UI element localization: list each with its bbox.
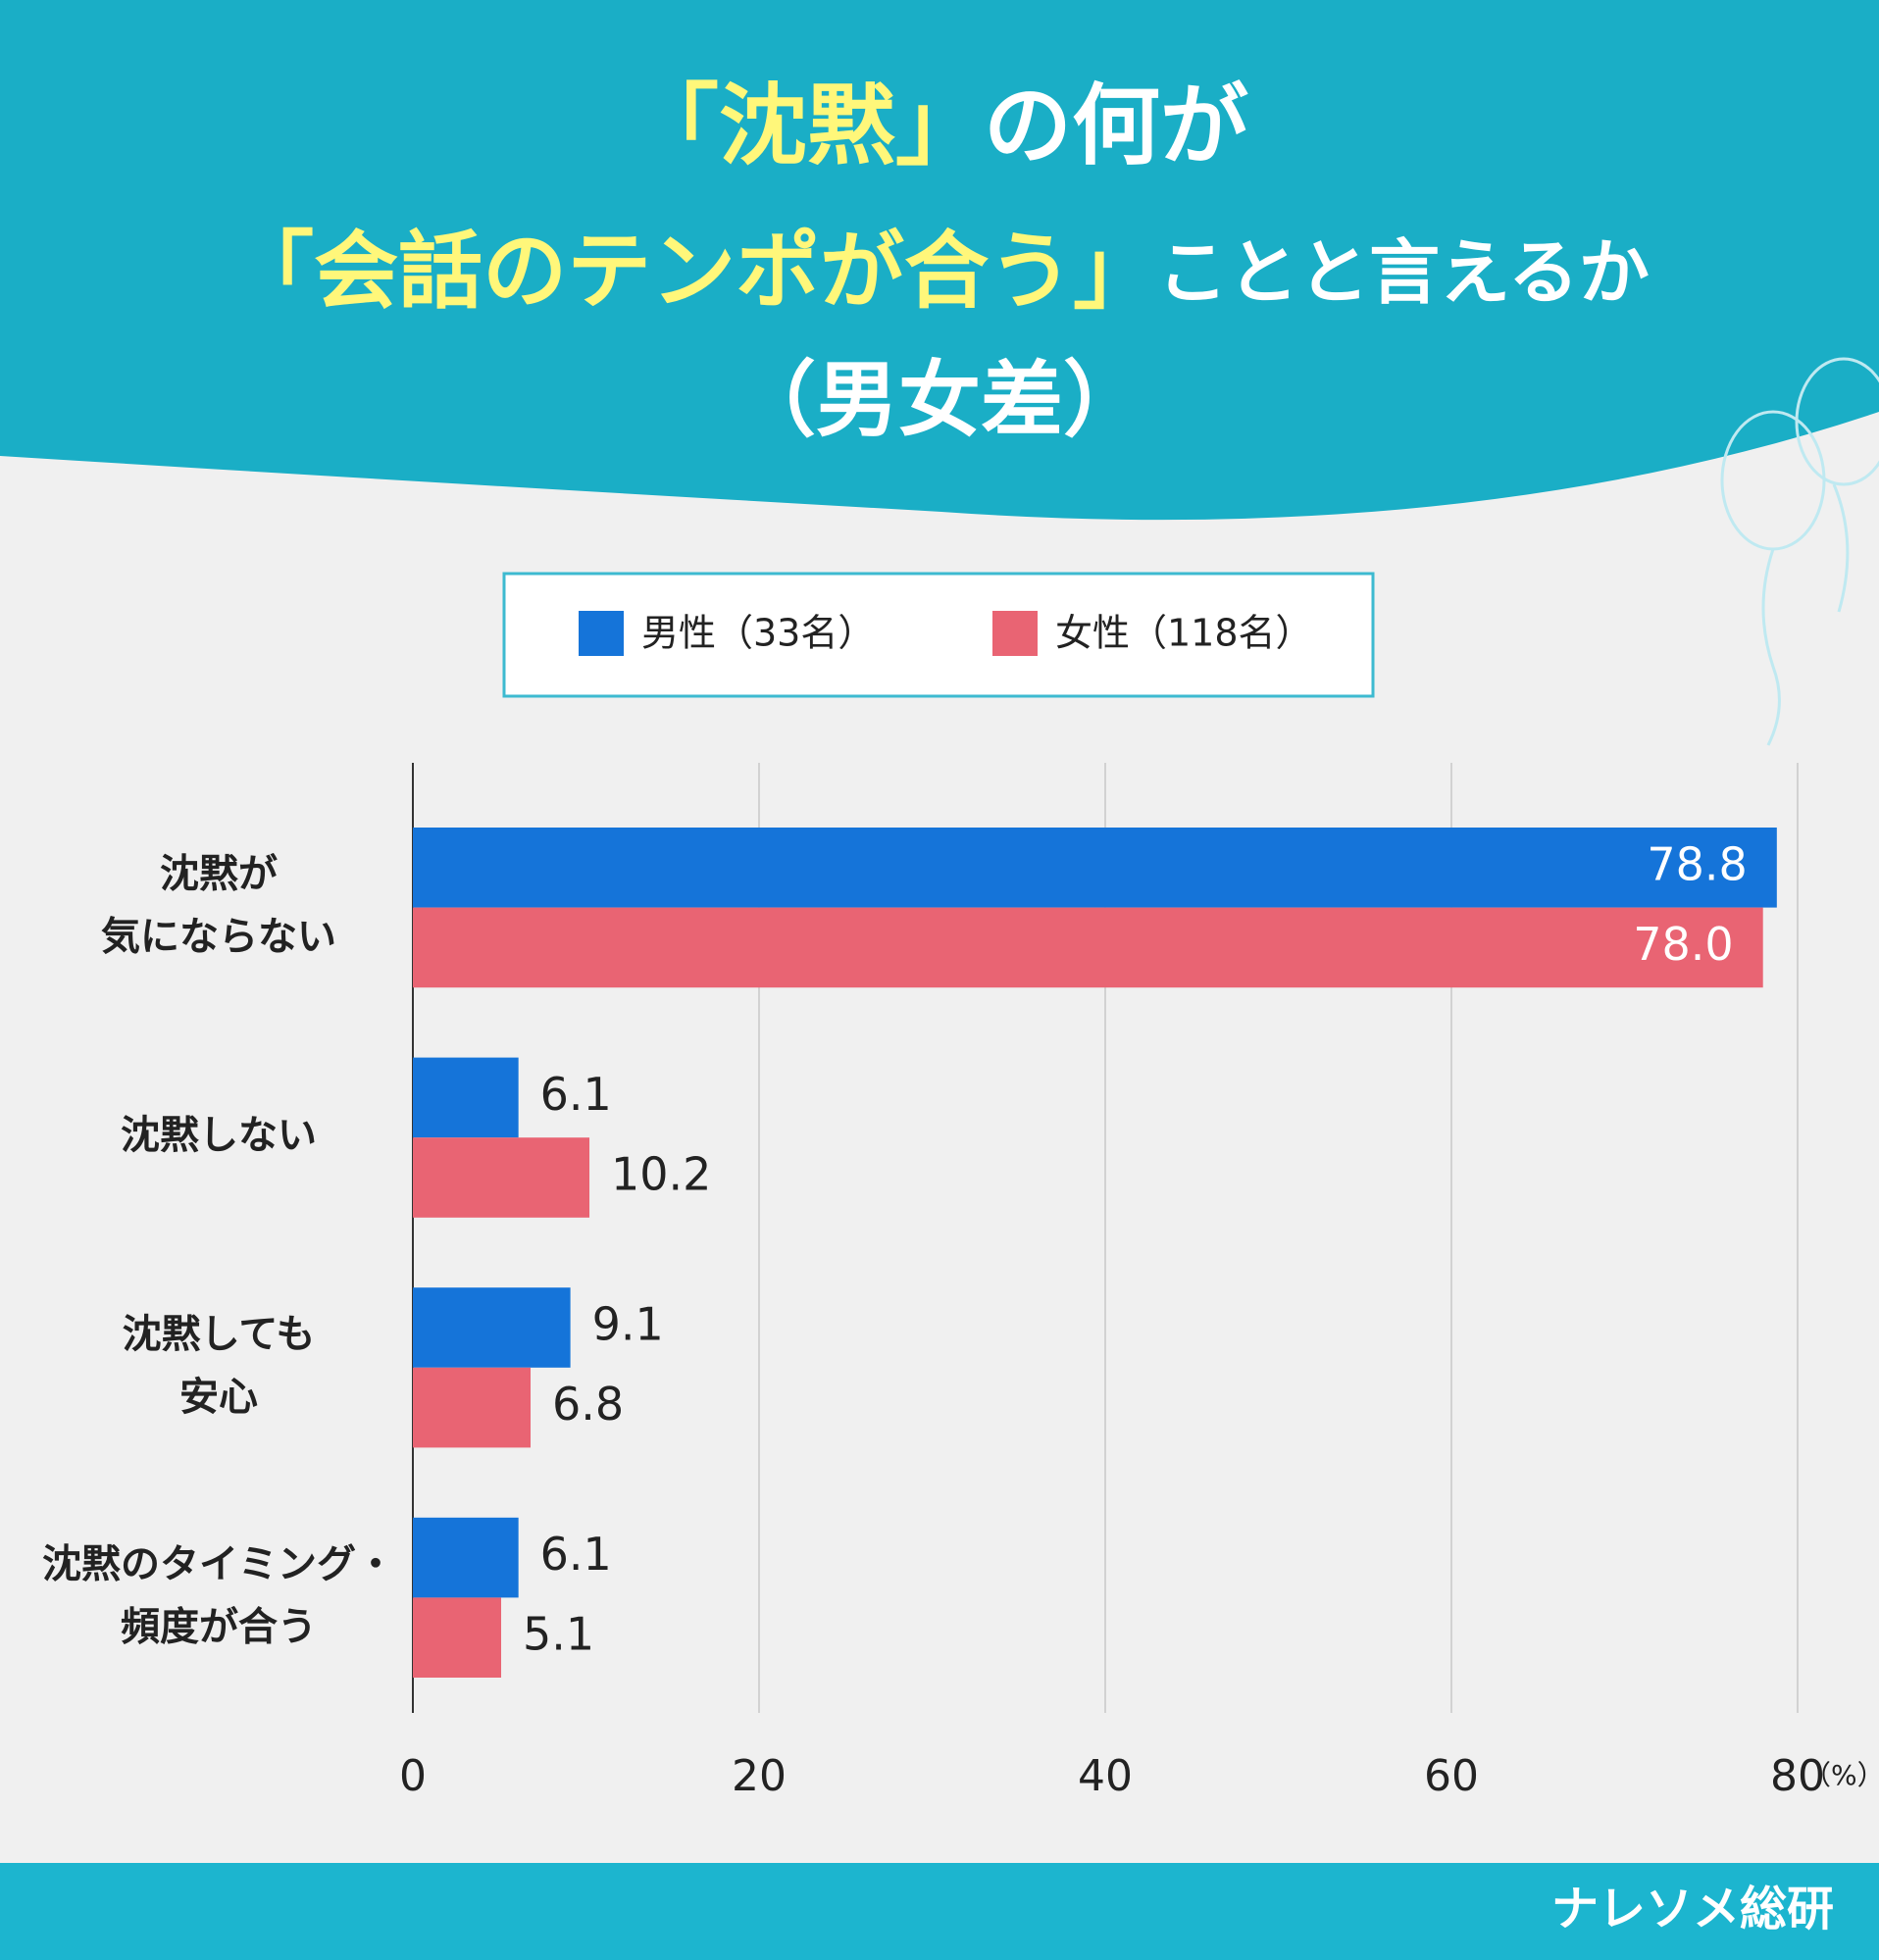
header	[0, 0, 1879, 521]
data-label: 9.1	[592, 1298, 664, 1351]
y-tick-label: 安心	[179, 1375, 258, 1420]
bar	[413, 828, 1777, 908]
y-tick-label: 沈黙が	[160, 852, 278, 897]
data-label: 6.1	[540, 1068, 612, 1121]
data-label: 10.2	[611, 1148, 711, 1201]
data-label: 5.1	[523, 1608, 594, 1661]
bar	[413, 1137, 590, 1218]
x-tick-label: 80	[1770, 1751, 1825, 1801]
bar	[413, 907, 1763, 988]
title-line: 「会話のテンポが合う」ことと言えるか	[229, 223, 1650, 321]
bar	[413, 1367, 532, 1448]
legend-label: 男性（33名）	[641, 612, 875, 655]
bar	[413, 1517, 519, 1598]
title-line: （男女差）	[734, 352, 1145, 448]
legend-box	[502, 572, 1375, 698]
x-unit: （%）	[1803, 1759, 1879, 1791]
data-label: 6.8	[552, 1378, 624, 1431]
y-tick-label: 沈黙のタイミング・	[42, 1541, 395, 1586]
y-tick-label: 沈黙しても	[123, 1312, 316, 1357]
footer	[0, 1863, 1879, 1960]
data-label: 78.0	[1633, 918, 1733, 971]
x-tick-label: 40	[1078, 1751, 1133, 1801]
y-tick-label: 頻度が合う	[121, 1604, 317, 1649]
title-line: 「沈黙」の何が	[631, 75, 1248, 177]
data-label: 78.8	[1647, 837, 1747, 890]
x-tick-label: 20	[732, 1751, 787, 1801]
y-tick-label: 気にならない	[101, 915, 336, 960]
legend-swatch	[992, 611, 1038, 656]
brand: ナレソメ総研	[1551, 1882, 1834, 1936]
bar	[413, 1057, 519, 1138]
x-tick-label: 0	[399, 1751, 427, 1801]
data-label: 6.1	[540, 1528, 612, 1581]
y-tick-label: 沈黙しない	[121, 1113, 317, 1158]
legend-label: 女性（118名）	[1055, 612, 1313, 655]
balloons	[1720, 357, 1879, 746]
legend-swatch	[579, 611, 624, 656]
bar	[413, 1287, 571, 1368]
bar	[413, 1597, 502, 1678]
x-tick-label: 60	[1424, 1751, 1479, 1801]
